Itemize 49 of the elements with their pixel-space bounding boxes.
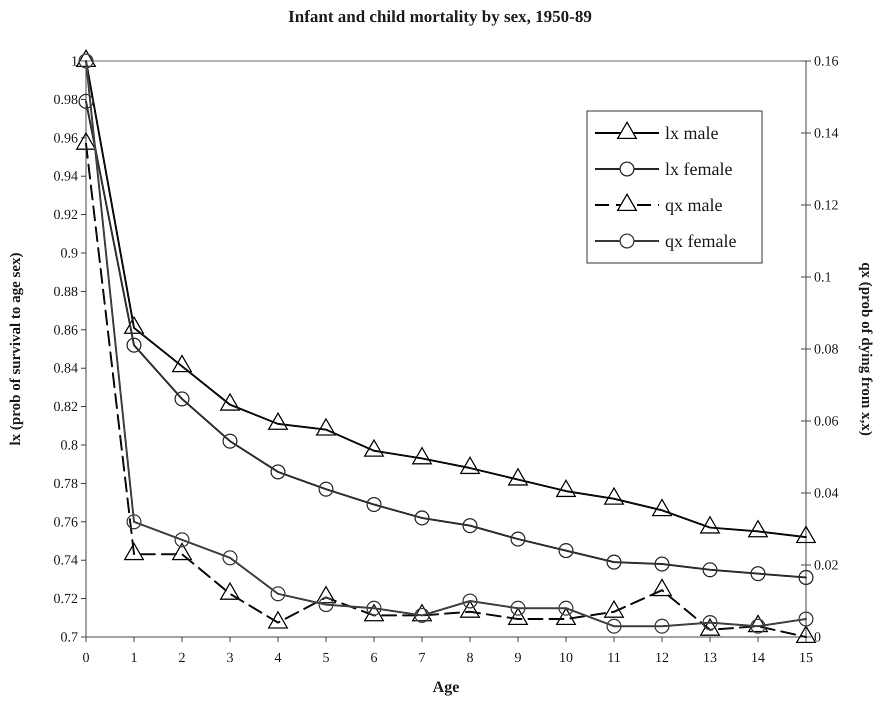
y-tick-label: 0.86	[54, 323, 78, 338]
y2-tick-label: 0.1	[814, 270, 832, 286]
y2-tick-label: 0.08	[814, 342, 838, 358]
x-tick-label: 9	[514, 650, 522, 666]
y-tick-label: 0.92	[54, 208, 78, 224]
x-tick-label: 12	[655, 650, 669, 666]
y2-tick-label: 0.04	[814, 486, 838, 502]
x-tick-label: 1	[130, 650, 138, 666]
x-tick-label: 13	[703, 650, 717, 666]
y-tick-label: 0.72	[54, 592, 78, 608]
y2-tick-label: 0.14	[814, 126, 838, 142]
x-tick-label: 2	[178, 650, 186, 666]
y-tick-label: 0.84	[54, 362, 78, 377]
x-tick-label: 3	[226, 650, 234, 666]
legend-label: lx female	[665, 159, 732, 179]
y-tick-label: 0.94	[54, 170, 78, 185]
x-tick-label: 15	[799, 650, 813, 666]
y-tick-label: 0.82	[54, 400, 78, 416]
x-tick-label: 7	[418, 650, 426, 666]
x-tick-label: 8	[466, 650, 474, 666]
y-tick-label: 0.74	[54, 554, 78, 569]
y-tick-label: 0.78	[54, 476, 78, 492]
x-tick-label: 0	[82, 650, 90, 666]
x-tick-label: 4	[274, 650, 282, 666]
x-tick-label: 5	[322, 650, 330, 666]
y2-axis-title: qx (prob of dying from x,x)	[858, 262, 874, 436]
legend-label: qx male	[665, 195, 722, 215]
x-tick-label: 6	[370, 650, 378, 666]
y-tick-label: 0.88	[54, 284, 78, 300]
x-axis-title: Age	[432, 679, 460, 696]
y-tick-label: 0.98	[54, 92, 78, 108]
y-tick-label: 0.8	[60, 438, 78, 454]
x-tick-label: 14	[751, 650, 765, 666]
y-tick-label: 1	[71, 54, 78, 70]
y-tick-label: 0.96	[54, 131, 78, 146]
y2-tick-label: 0.02	[814, 558, 838, 574]
y-tick-label: 0.7	[60, 630, 78, 646]
x-tick-label: 11	[607, 650, 621, 666]
legend-label: qx female	[665, 231, 736, 251]
y2-tick-label: 0.12	[814, 198, 838, 214]
y2-tick-label: 0.16	[814, 54, 838, 70]
y-tick-label: 0.9	[60, 246, 78, 262]
y2-tick-label: 0.06	[814, 414, 838, 430]
chart-title: Infant and child mortality by sex, 1950-89	[288, 7, 592, 26]
y-tick-label: 0.76	[54, 515, 78, 530]
y2-tick-label: 0	[814, 630, 821, 646]
y-axis-title: lx (prob of survival to age sex)	[8, 252, 24, 446]
legend-label: lx male	[665, 123, 718, 143]
x-tick-label: 10	[559, 650, 573, 666]
